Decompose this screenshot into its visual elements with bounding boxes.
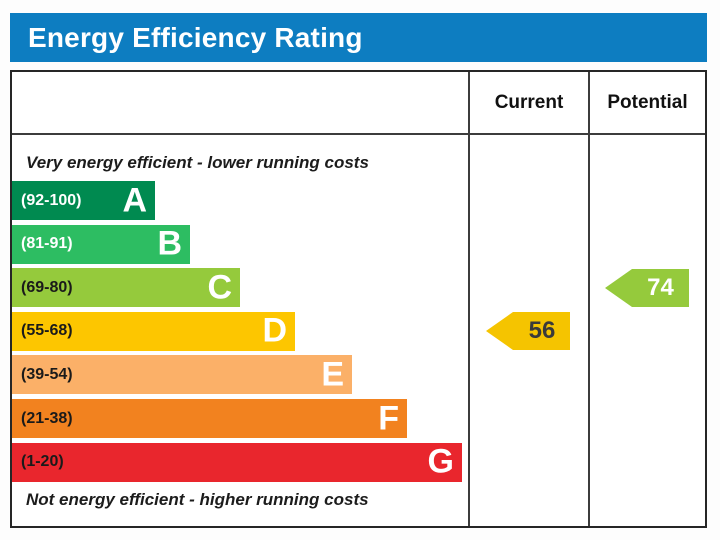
potential-arrow-icon [604,268,689,307]
band-row-C: (69-80) C [12,268,240,308]
band-letter-label: F [378,398,399,437]
band-range-label: (81-91) [21,235,73,253]
band-bar-E: (39-54) E [12,355,352,395]
band-range-label: (1-20) [21,453,64,471]
band-letter-label: D [262,311,287,350]
current-arrow-icon [486,312,570,351]
current-rating-value: 56 [528,317,556,345]
column-header-current: Current [470,72,588,133]
band-row-D: (55-68) D [12,311,295,351]
top-note: Very energy efficient - lower running co… [26,153,369,172]
current-label: Current [494,91,564,113]
bottom-note: Not energy efficient - higher running co… [26,490,369,509]
column-divider-potential [588,72,590,526]
band-row-B: (81-91) B [12,224,190,264]
band-letter-label: A [122,180,147,219]
band-bar-A: (92-100) A [12,181,155,220]
band-row-F: (21-38) F [12,399,407,438]
band-bar-F: (21-38) F [12,399,407,438]
band-range-label: (69-80) [21,278,73,296]
band-bar-B: (81-91) B [12,224,190,264]
header-divider [12,133,705,135]
band-letter-label: G [427,442,454,481]
band-row-E: (39-54) E [12,355,352,395]
band-row-A: (92-100) A [12,181,155,220]
band-range-label: (55-68) [21,322,73,340]
band-bar-G: (1-20) G [12,442,462,482]
potential-label: Potential [607,91,688,113]
band-letter-label: C [207,268,232,307]
band-range-label: (21-38) [21,409,73,427]
band-letter-label: E [321,355,344,394]
band-bar-D: (55-68) D [12,311,295,351]
potential-rating-value: 74 [647,273,674,301]
column-header-potential: Potential [590,72,705,133]
band-row-G: (1-20) G [12,442,462,482]
page-title: Energy Efficiency Rating [10,13,707,62]
column-divider-current [468,72,470,526]
band-letter-label: B [157,224,182,263]
page-title-text: Energy Efficiency Rating [28,21,363,53]
current-rating-marker: 56 [486,312,570,351]
rating-table: Current Potential Very energy efficient … [10,70,707,528]
band-range-label: (39-54) [21,365,73,383]
band-range-label: (92-100) [21,191,82,209]
potential-rating-marker: 74 [604,268,689,307]
band-bar-C: (69-80) C [12,268,240,308]
